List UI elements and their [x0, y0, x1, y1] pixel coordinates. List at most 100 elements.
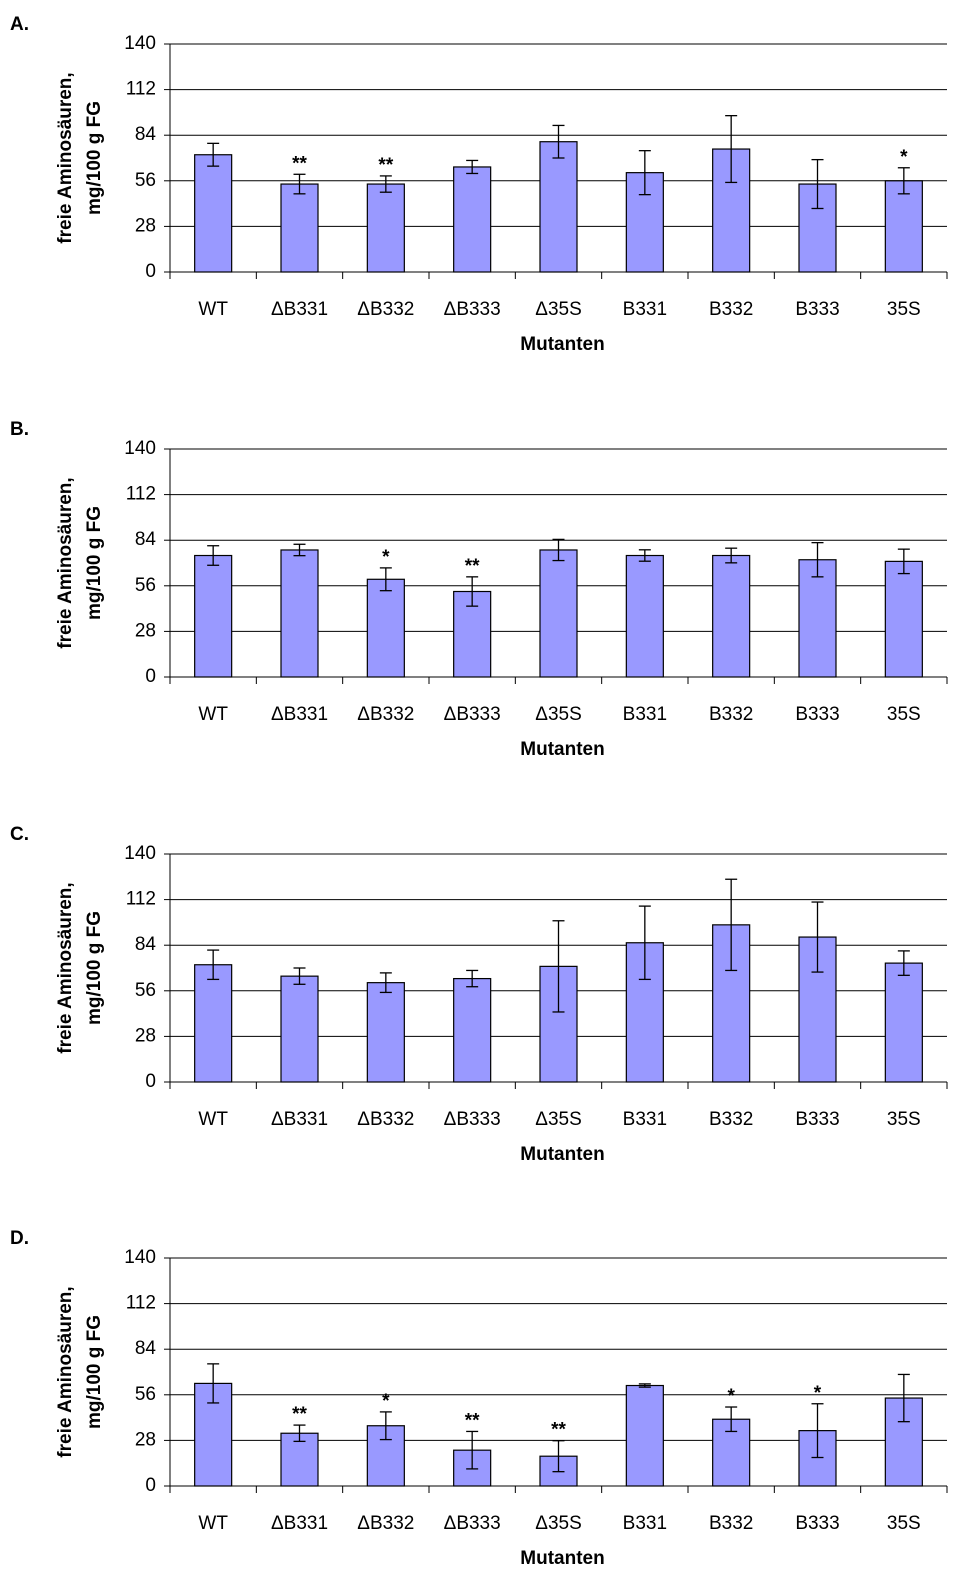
bar	[366, 578, 405, 678]
y-tick-label: 84	[135, 124, 157, 145]
y-tick-label: 140	[124, 33, 156, 54]
error-bar	[293, 1424, 306, 1443]
y-tick-label: 0	[145, 1475, 156, 1496]
y-tick-label: 28	[135, 1025, 156, 1046]
y-tick-label: 28	[135, 215, 156, 236]
x-axis-title: Mutanten	[520, 334, 604, 355]
error-bar	[207, 545, 220, 566]
x-tick-label: ΔB332	[357, 704, 414, 725]
y-axis-title: freie Aminosäuren,	[55, 477, 76, 648]
bar	[194, 554, 233, 678]
bar	[625, 1384, 664, 1487]
x-axis-title: Mutanten	[520, 1548, 604, 1569]
bar	[280, 1432, 319, 1487]
panel-label: A.	[10, 14, 29, 35]
error-bar	[379, 175, 392, 193]
x-tick-label: ΔB333	[444, 1109, 501, 1130]
x-tick-label: B332	[709, 1513, 753, 1534]
x-tick-label: WT	[198, 1513, 228, 1534]
x-tick-label: Δ35S	[535, 704, 582, 725]
error-bar	[725, 547, 738, 564]
x-tick-label: ΔB331	[271, 299, 328, 320]
y-tick-label: 0	[145, 1071, 156, 1092]
bar	[884, 962, 923, 1083]
x-tick-label: ΔB331	[271, 1109, 328, 1130]
error-bar	[638, 1383, 651, 1388]
error-bar	[638, 150, 651, 196]
error-bar	[725, 115, 738, 184]
error-bar	[293, 543, 306, 557]
y-tick-label: 56	[135, 170, 156, 191]
y-axis-title: mg/100 g FG	[84, 911, 105, 1025]
x-tick-label: ΔB331	[271, 704, 328, 725]
y-tick-label: 56	[135, 575, 156, 596]
error-bar	[379, 972, 392, 994]
error-bar	[293, 173, 306, 195]
bar	[280, 975, 319, 1083]
y-tick-label: 140	[124, 1247, 156, 1268]
x-tick-label: Δ35S	[535, 1109, 582, 1130]
y-tick-label: 84	[135, 529, 157, 550]
bar	[884, 560, 923, 678]
error-bar	[897, 950, 910, 976]
error-bar	[897, 1373, 910, 1423]
bar	[366, 982, 405, 1083]
y-axis-title: mg/100 g FG	[84, 101, 105, 215]
y-tick-label: 84	[135, 1338, 157, 1359]
x-tick-label: ΔB333	[444, 1513, 501, 1534]
panel-label: B.	[10, 419, 29, 440]
y-tick-label: 0	[145, 666, 156, 687]
error-bar	[811, 541, 824, 578]
x-tick-label: 35S	[887, 1513, 921, 1534]
panel-label: D.	[10, 1228, 29, 1249]
error-bar	[552, 124, 565, 159]
error-bar	[897, 548, 910, 575]
error-bar	[897, 167, 910, 195]
bar	[194, 154, 233, 273]
y-axis-title: freie Aminosäuren,	[55, 72, 76, 243]
error-bar	[552, 920, 565, 1013]
x-tick-label: B333	[795, 299, 839, 320]
x-tick-label: B333	[795, 704, 839, 725]
significance-marker: **	[292, 153, 307, 174]
error-bar	[638, 549, 651, 562]
y-tick-label: 84	[135, 934, 157, 955]
y-tick-label: 28	[135, 620, 156, 641]
error-bar	[552, 1440, 565, 1473]
x-tick-label: 35S	[887, 704, 921, 725]
error-bar	[638, 905, 651, 981]
x-tick-label: ΔB332	[357, 1513, 414, 1534]
error-bar	[466, 1430, 479, 1470]
bar	[280, 183, 319, 273]
panel-label: C.	[10, 824, 29, 845]
x-tick-label: B331	[623, 704, 667, 725]
bar	[625, 554, 664, 678]
y-tick-label: 0	[145, 261, 156, 282]
error-bar	[552, 538, 565, 562]
y-axis-title: mg/100 g FG	[84, 506, 105, 620]
y-tick-label: 112	[126, 79, 156, 100]
error-bar	[379, 567, 392, 592]
bar	[194, 964, 233, 1083]
error-bar	[725, 1406, 738, 1433]
x-tick-label: B332	[709, 704, 753, 725]
error-bar	[466, 159, 479, 175]
x-tick-label: B333	[795, 1109, 839, 1130]
error-bar	[207, 142, 220, 167]
y-tick-label: 140	[124, 438, 156, 459]
error-bar	[811, 158, 824, 210]
x-tick-label: B332	[709, 1109, 753, 1130]
error-bar	[466, 969, 479, 988]
x-tick-label: WT	[198, 704, 228, 725]
significance-marker: *	[727, 1386, 735, 1407]
x-axis-title: Mutanten	[520, 739, 604, 760]
bar	[453, 977, 492, 1083]
significance-marker: **	[465, 1410, 480, 1431]
y-tick-label: 56	[135, 1384, 156, 1405]
x-tick-label: B332	[709, 299, 753, 320]
error-bar	[293, 967, 306, 985]
y-tick-label: 112	[126, 1293, 156, 1314]
x-tick-label: ΔB332	[357, 299, 414, 320]
y-axis-title: freie Aminosäuren,	[55, 882, 76, 1053]
